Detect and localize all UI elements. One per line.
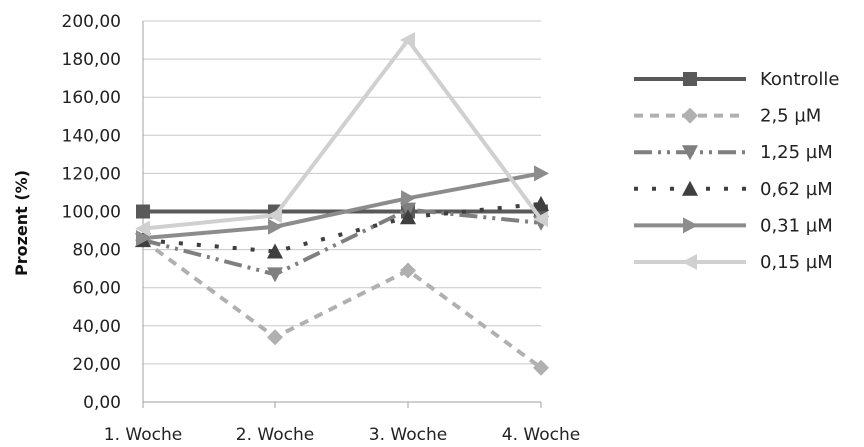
series-4	[136, 165, 549, 247]
legend-item: 0,62 µM	[634, 179, 833, 200]
data-point	[533, 359, 549, 376]
data-point	[533, 211, 548, 228]
legend-label: 0,31 µM	[760, 215, 833, 236]
series-line	[142, 207, 542, 277]
data-point	[267, 267, 283, 283]
data-point	[268, 218, 283, 235]
y-tick-label: 160,00	[62, 88, 121, 108]
series-line	[142, 201, 542, 254]
data-point	[534, 165, 549, 182]
data-point	[533, 195, 549, 211]
data-point	[401, 190, 416, 207]
legend-label: Kontrolle	[760, 69, 839, 90]
legend-label: 0,15 µM	[760, 252, 833, 273]
y-tick-label: 60,00	[72, 279, 121, 299]
series-5	[135, 32, 548, 237]
legend-marker	[682, 180, 698, 196]
y-tick-label: 0,00	[83, 393, 121, 413]
legend-item: 2,5 µM	[634, 106, 821, 127]
y-tick-label: 120,00	[62, 164, 121, 184]
series-line	[141, 238, 543, 370]
x-tick-label: 4. Woche	[502, 425, 580, 445]
legend-marker	[683, 72, 697, 86]
legend-label: 1,25 µM	[760, 142, 833, 163]
legend-marker	[682, 254, 697, 270]
data-point	[136, 230, 151, 247]
legend: Kontrolle 2,5 µM 1,25 µM 0,62 µM 0,31 µM 0,15…	[634, 69, 839, 273]
data-point	[136, 204, 150, 219]
y-tick-label: 80,00	[72, 241, 121, 261]
x-tick-label: 1. Woche	[104, 425, 182, 445]
y-tick-label: 140,00	[62, 126, 121, 146]
y-axis-label: Prozent (%)	[12, 170, 31, 276]
data-point	[267, 243, 283, 259]
y-tick-label: 20,00	[72, 355, 121, 375]
y-tick-label: 180,00	[62, 50, 121, 70]
series-2	[135, 202, 549, 283]
series-line	[142, 171, 542, 241]
legend-item: 1,25 µM	[634, 142, 833, 163]
x-tick-label: 2. Woche	[236, 425, 314, 445]
y-tick-label: 200,00	[62, 12, 121, 32]
legend-label: 2,5 µM	[760, 106, 821, 127]
legend-marker	[682, 145, 698, 161]
y-tick-label: 100,00	[62, 203, 121, 223]
data-point	[400, 262, 416, 279]
data-point	[267, 329, 283, 346]
series-line	[142, 38, 543, 231]
data-point	[400, 209, 416, 225]
legend-marker	[682, 107, 698, 124]
legend-item: 0,31 µM	[634, 215, 833, 236]
legend-marker	[683, 217, 698, 234]
data-point	[267, 207, 282, 224]
y-axis-tick-labels: 0,00 20,00 40,00 60,00 80,00 100,00 120,00 140,…	[62, 12, 121, 413]
series-lines	[135, 32, 549, 376]
data-point	[135, 220, 150, 237]
data-point	[400, 32, 415, 49]
x-axis-tick-labels: 1. Woche 2. Woche 3. Woche 4. Woche	[104, 425, 580, 445]
y-tick-label: 40,00	[72, 317, 121, 337]
legend-item: 0,15 µM	[634, 252, 833, 273]
legend-item: Kontrolle	[634, 69, 839, 90]
x-tick-label: 3. Woche	[369, 425, 447, 445]
legend-label: 0,62 µM	[760, 179, 833, 200]
axes	[142, 21, 542, 408]
